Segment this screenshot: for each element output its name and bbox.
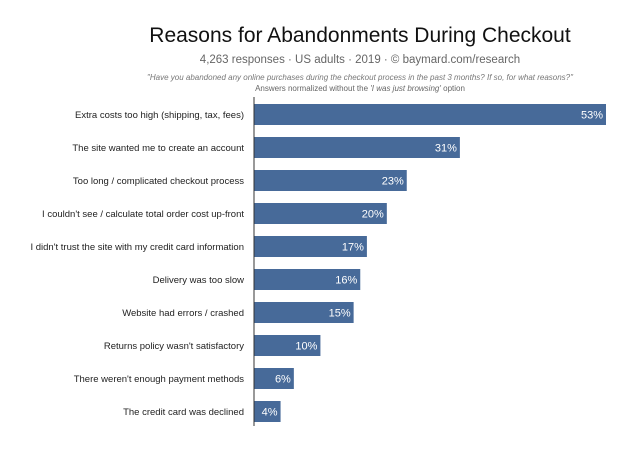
note-prefix: Answers normalized without the	[255, 84, 371, 93]
note-suffix: option	[440, 84, 465, 93]
category-label: I couldn't see / calculate total order c…	[42, 209, 244, 220]
value-label: 20%	[362, 209, 384, 221]
category-label: Too long / complicated checkout process	[73, 176, 244, 187]
bar	[254, 368, 294, 389]
category-label: I didn't trust the site with my credit c…	[30, 242, 244, 253]
value-label: 16%	[335, 275, 357, 287]
bar	[254, 104, 606, 125]
chart-subtitle: 4,263 responses · US adults · 2019 · © b…	[199, 54, 521, 66]
bar	[254, 170, 407, 191]
value-label: 15%	[329, 308, 351, 320]
bar	[254, 236, 367, 257]
category-label: There weren't enough payment methods	[74, 374, 245, 385]
category-label: The credit card was declined	[123, 407, 244, 418]
value-label: 53%	[581, 110, 603, 122]
value-label: 10%	[295, 341, 317, 353]
category-label: Returns policy wasn't satisfactory	[104, 341, 244, 352]
survey-question: "Have you abandoned any online purchases…	[147, 73, 573, 82]
category-label: Website had errors / crashed	[122, 308, 244, 319]
value-label: 31%	[435, 143, 457, 155]
value-label: 6%	[275, 374, 291, 386]
category-label: Extra costs too high (shipping, tax, fee…	[75, 110, 244, 121]
category-label: The site wanted me to create an account	[72, 143, 244, 154]
value-label: 17%	[342, 242, 364, 254]
bar	[254, 137, 460, 158]
bar	[254, 203, 387, 224]
value-label: 4%	[262, 407, 278, 419]
bar	[254, 302, 354, 323]
bar	[254, 269, 361, 290]
normalization-note: Answers normalized without the 'I was ju…	[0, 84, 640, 93]
bar	[254, 335, 321, 356]
note-italic: 'I was just browsing'	[370, 84, 441, 93]
bar	[254, 401, 281, 422]
chart-title: Reasons for Abandonments During Checkout	[149, 24, 571, 47]
value-label: 23%	[382, 176, 404, 188]
category-label: Delivery was too slow	[153, 275, 244, 286]
